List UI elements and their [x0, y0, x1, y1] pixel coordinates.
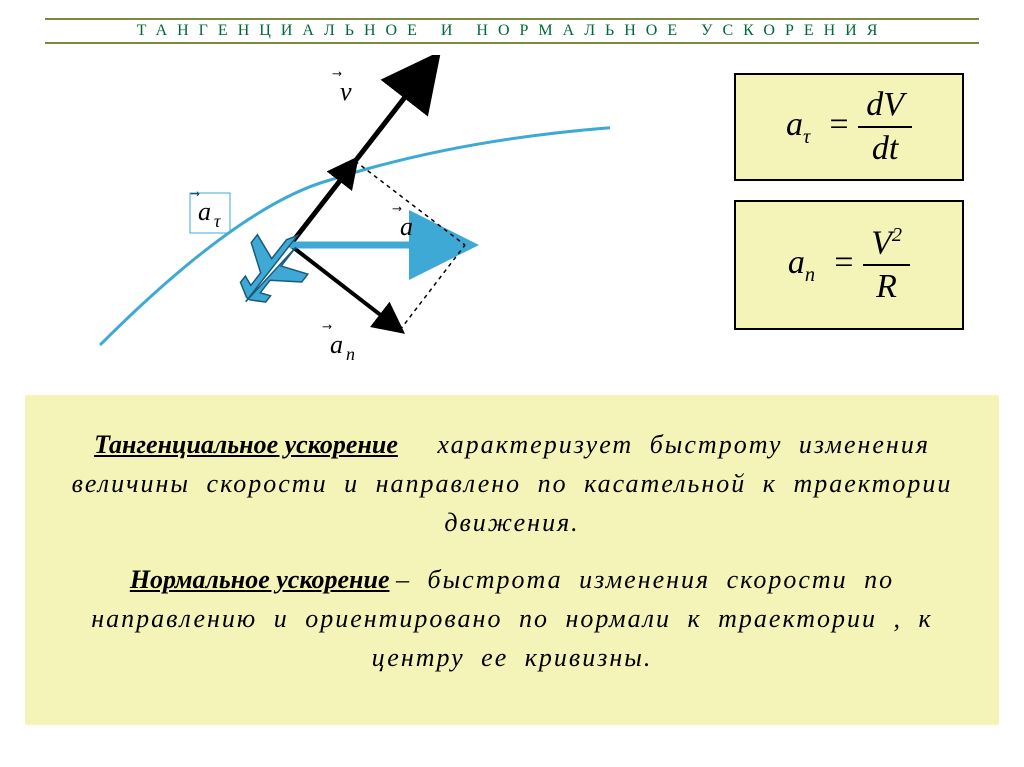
svg-text:v: v: [340, 77, 352, 106]
def-term: Тан­ген­ци­аль­ное уско­ре­ние: [94, 430, 398, 459]
diagram-svg: v ⃗ a ⃗ τ a ⃗ n a ⃗: [90, 55, 610, 375]
aircraft-icon: [220, 216, 322, 322]
formula-lhs-sub: n: [805, 263, 815, 285]
normal-accel-vector: [290, 245, 400, 330]
title-bar: ТАНГЕНЦИАЛЬНОЕ И НОРМАЛЬНОЕ УСКОРЕНИЯ: [45, 18, 979, 44]
svg-text:⃗: ⃗: [322, 324, 332, 329]
tangential-accel-vector: [290, 161, 355, 245]
formula-den: dt: [864, 128, 906, 168]
formula-lhs-base: a: [788, 244, 805, 281]
page-title: ТАНГЕНЦИАЛЬНОЕ И НОРМАЛЬНОЕ УСКОРЕНИЯ: [45, 22, 979, 40]
definitions-panel: Тан­ген­ци­аль­ное уско­ре­ние характери…: [25, 395, 999, 725]
svg-text:a: a: [330, 330, 343, 359]
formula-den: R: [868, 266, 905, 306]
svg-text:⃗: ⃗: [392, 206, 402, 211]
formula-lhs-sub: τ: [803, 125, 810, 147]
definition-tangential: Тан­ген­ци­аль­ное уско­ре­ние характери…: [65, 425, 959, 542]
formula-num: V2: [863, 224, 910, 266]
acceleration-diagram: v ⃗ a ⃗ τ a ⃗ n a ⃗: [90, 55, 610, 375]
definition-normal: Нор­маль­ное уско­ре­ние – быстрота изме…: [65, 560, 959, 677]
def-term: Нор­маль­ное уско­ре­ние: [130, 565, 390, 594]
formula-lhs-base: a: [786, 106, 803, 143]
formula-normal: an = V2 R: [734, 200, 964, 330]
svg-text:⃗: ⃗: [332, 71, 342, 76]
formula-tangential: aτ = dV dt: [734, 73, 964, 181]
parallelogram-edge: [400, 245, 465, 330]
svg-text:a: a: [198, 197, 211, 226]
formula-num: dV: [858, 86, 912, 128]
svg-text:a: a: [400, 212, 413, 241]
svg-text:n: n: [346, 344, 355, 364]
svg-text:τ: τ: [214, 211, 221, 231]
